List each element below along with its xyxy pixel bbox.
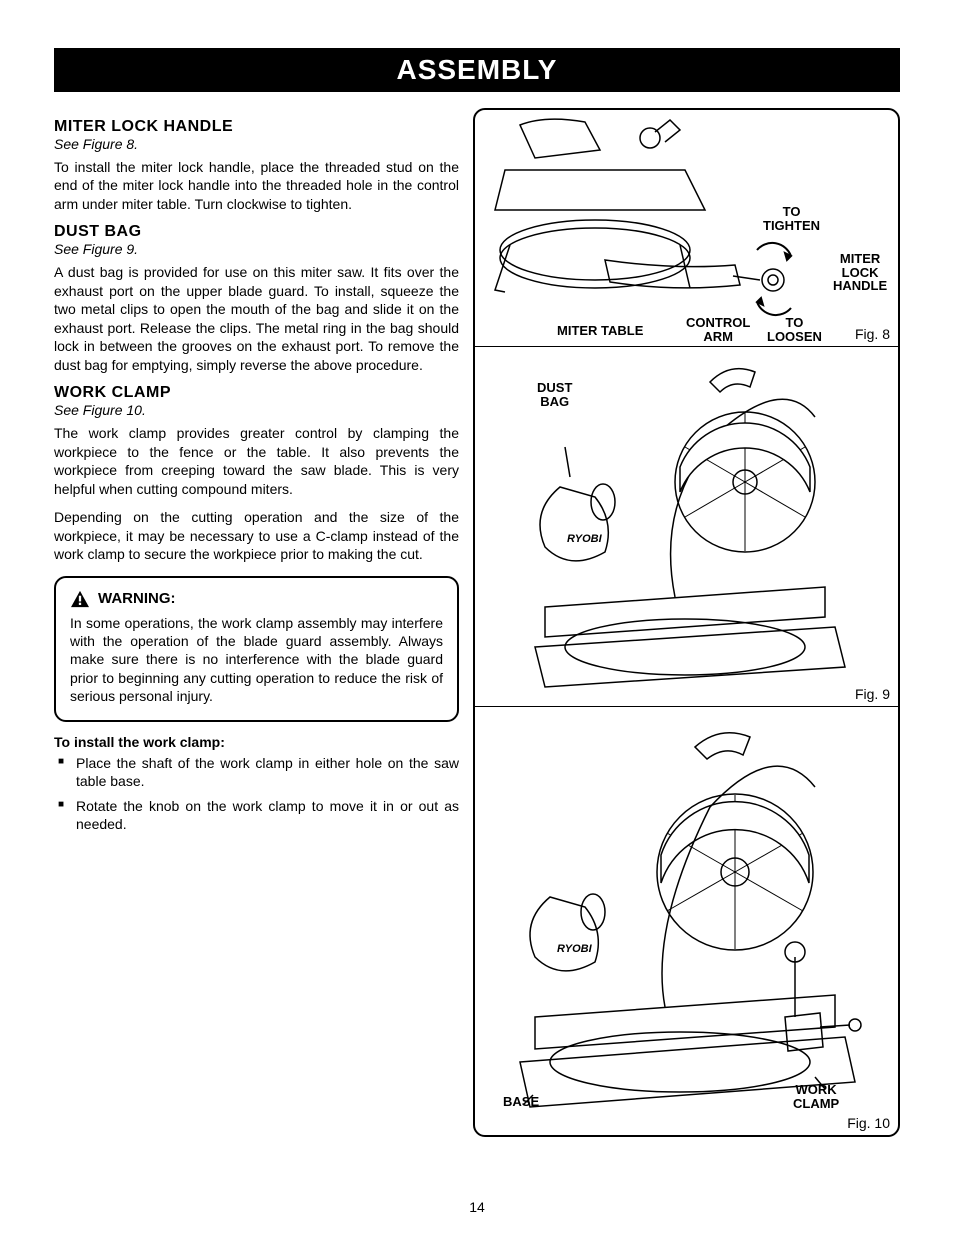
install-list: Place the shaft of the work clamp in eit…	[54, 754, 459, 834]
warning-title-row: WARNING:	[70, 590, 443, 608]
body-work-clamp-2: Depending on the cutting operation and t…	[54, 508, 459, 563]
warning-label: WARNING:	[98, 590, 176, 607]
figure-8-illustration	[475, 110, 894, 347]
section-header: ASSEMBLY	[54, 48, 900, 92]
main-columns: MITER LOCK HANDLE See Figure 8. To insta…	[54, 108, 900, 1137]
figure-frame: TOTIGHTEN MITERLOCKHANDLE TOLOOSEN CONTR…	[473, 108, 900, 1137]
warning-text: In some operations, the work clamp assem…	[70, 614, 443, 706]
text-column: MITER LOCK HANDLE See Figure 8. To insta…	[54, 108, 459, 1137]
callout-control-arm: CONTROLARM	[686, 316, 750, 343]
warning-triangle-icon	[70, 590, 90, 608]
see-figure-9: See Figure 9.	[54, 241, 459, 257]
svg-text:RYOBI: RYOBI	[567, 533, 603, 545]
figure-10: RYOBI BASE WORKCLAMP Fig. 10	[475, 707, 898, 1135]
install-item-2: Rotate the knob on the work clamp to mov…	[54, 797, 459, 834]
callout-work-clamp: WORKCLAMP	[793, 1083, 839, 1110]
figure-column: TOTIGHTEN MITERLOCKHANDLE TOLOOSEN CONTR…	[473, 108, 900, 1137]
section-title-dust-bag: DUST BAG	[54, 223, 459, 241]
callout-to-tighten: TOTIGHTEN	[763, 205, 820, 232]
figure-10-caption: Fig. 10	[847, 1115, 890, 1131]
section-title-miter-lock: MITER LOCK HANDLE	[54, 118, 459, 136]
callout-base: BASE	[503, 1095, 539, 1109]
warning-box: WARNING: In some operations, the work cl…	[54, 576, 459, 722]
body-miter-lock: To install the miter lock handle, place …	[54, 158, 459, 213]
see-figure-10: See Figure 10.	[54, 402, 459, 418]
callout-miter-table: MITER TABLE	[557, 324, 643, 338]
body-work-clamp-1: The work clamp provides greater control …	[54, 424, 459, 498]
install-title: To install the work clamp:	[54, 734, 459, 750]
figure-10-illustration: RYOBI	[475, 707, 894, 1135]
install-item-1: Place the shaft of the work clamp in eit…	[54, 754, 459, 791]
figure-8-caption: Fig. 8	[855, 326, 890, 342]
body-dust-bag: A dust bag is provided for use on this m…	[54, 263, 459, 374]
svg-text:RYOBI: RYOBI	[557, 943, 593, 955]
callout-dust-bag: DUSTBAG	[537, 381, 572, 408]
figure-9-caption: Fig. 9	[855, 686, 890, 702]
figure-8: TOTIGHTEN MITERLOCKHANDLE TOLOOSEN CONTR…	[475, 110, 898, 347]
see-figure-8: See Figure 8.	[54, 136, 459, 152]
figure-9: RYOBI DUSTBAG Fig. 9	[475, 347, 898, 707]
callout-miter-lock-handle: MITERLOCKHANDLE	[833, 252, 887, 293]
section-title-work-clamp: WORK CLAMP	[54, 384, 459, 402]
page-number: 14	[469, 1199, 485, 1215]
callout-to-loosen: TOLOOSEN	[767, 316, 822, 343]
